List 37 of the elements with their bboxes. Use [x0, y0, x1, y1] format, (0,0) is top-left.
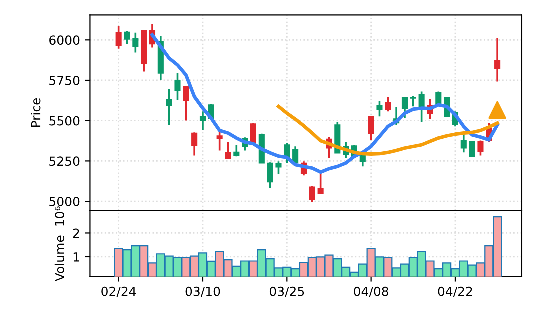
candlestick — [116, 25, 122, 50]
candlestick — [225, 141, 232, 160]
candlestick — [385, 96, 392, 113]
candlestick — [174, 72, 181, 101]
candlestick — [200, 110, 206, 131]
candlestick — [494, 38, 501, 83]
y-axis-title: Volume 10⁶ — [54, 206, 65, 282]
y-tick-label: 5250 — [50, 156, 80, 166]
candlestick — [478, 140, 484, 157]
y-tick-label: 6000 — [50, 36, 80, 46]
y-tick-label: 2 — [73, 228, 80, 238]
candlestick — [368, 116, 374, 141]
candlestick — [376, 100, 383, 118]
x-tick-label: 04/08 — [354, 286, 388, 298]
candlestick — [410, 95, 416, 108]
y-tick-label: 5000 — [50, 197, 80, 206]
candlestick — [234, 144, 240, 158]
candlestick — [402, 96, 408, 120]
candlestick — [418, 90, 425, 124]
x-tick-label: 03/10 — [186, 286, 220, 298]
y-tick-label: 5750 — [50, 76, 80, 86]
x-tick-label: 03/25 — [270, 286, 304, 298]
candlestick — [183, 86, 190, 122]
candlestick — [192, 132, 198, 157]
candlestick — [469, 140, 476, 158]
candlestick — [276, 160, 282, 176]
candlestick — [267, 162, 274, 190]
y-tick-label: 1 — [74, 252, 80, 262]
y-tick-label: 5500 — [50, 116, 80, 126]
candlestick — [132, 32, 139, 54]
x-tick-label: 02/24 — [102, 286, 136, 298]
candlestick — [124, 30, 130, 46]
x-tick-label: 04/22 — [438, 286, 472, 298]
candlestick — [309, 186, 316, 204]
candlestick — [166, 88, 172, 126]
y-axis-title: Price — [31, 98, 41, 128]
line-series — [277, 104, 500, 156]
